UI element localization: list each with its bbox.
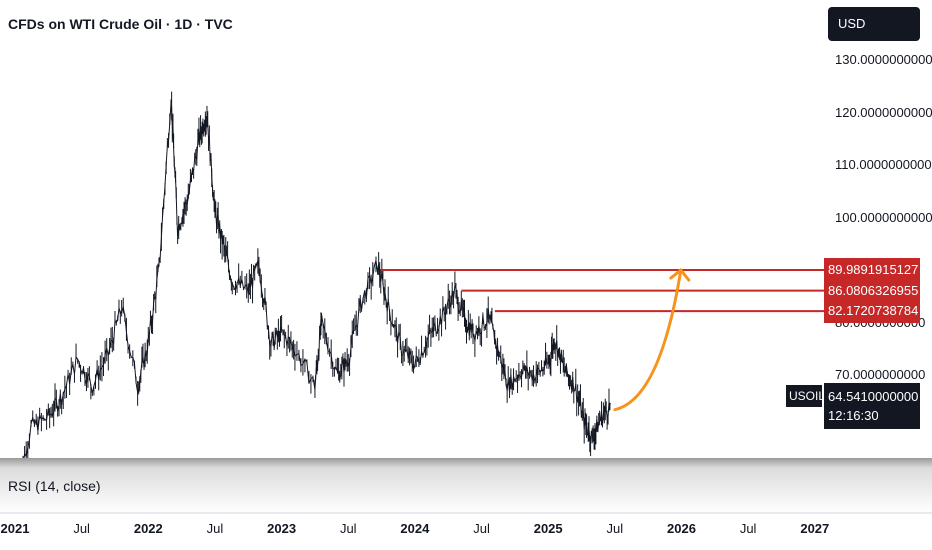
projection-arrow-shaft[interactable] bbox=[613, 268, 683, 412]
projection-arrow bbox=[613, 267, 691, 412]
time-tick-label: 2027 bbox=[800, 521, 830, 536]
level-label-3: 82.1720738784 bbox=[824, 299, 920, 324]
price-series bbox=[14, 91, 611, 502]
time-tick-label: 2025 bbox=[533, 521, 563, 536]
price-tick-label: 100.0000000000 bbox=[835, 209, 932, 225]
time-tick-label: Jul bbox=[606, 521, 624, 536]
price-tick-label: 70.0000000000 bbox=[835, 367, 926, 382]
time-tick-label: 2022 bbox=[133, 521, 163, 536]
resistance-levels bbox=[381, 269, 824, 313]
symbol-badge: USOIL bbox=[786, 385, 825, 407]
time-tick-label: 2021 bbox=[0, 521, 30, 536]
time-tick-label: Jul bbox=[73, 521, 90, 536]
time-tick-label: Jul bbox=[473, 521, 490, 536]
time-tick-label: 2026 bbox=[667, 521, 696, 536]
time-tick-label: 2023 bbox=[267, 521, 297, 536]
last-price-value: 64.5410000000 bbox=[828, 389, 919, 404]
chart-background bbox=[0, 0, 820, 458]
price-tick-label: 110.0000000000 bbox=[835, 157, 932, 172]
time-tick-label: Jul bbox=[206, 521, 224, 536]
price-tick-label: 130.0000000000 bbox=[835, 52, 932, 67]
price-tick-label: 120.0000000000 bbox=[835, 104, 932, 120]
level-label-1: 89.9891915127 bbox=[824, 258, 920, 283]
time-tick-label: 2024 bbox=[400, 521, 430, 536]
time-tick-label: Jul bbox=[739, 521, 757, 536]
chart-title: CFDs on WTI Crude Oil · 1D · TVC bbox=[8, 16, 233, 32]
time-tick-label: Jul bbox=[339, 521, 357, 536]
rsi-pane bbox=[0, 458, 932, 513]
price-line bbox=[14, 104, 611, 497]
last-price-label: 64.5410000000 12:16:30 bbox=[824, 383, 920, 429]
bar-countdown: 12:16:30 bbox=[828, 408, 879, 423]
rsi-indicator-label[interactable]: RSI (14, close) bbox=[8, 478, 101, 494]
projection-arrow-head bbox=[669, 267, 691, 282]
currency-button[interactable]: USD bbox=[828, 7, 920, 41]
level-label-2: 86.0806326955 bbox=[824, 278, 920, 303]
